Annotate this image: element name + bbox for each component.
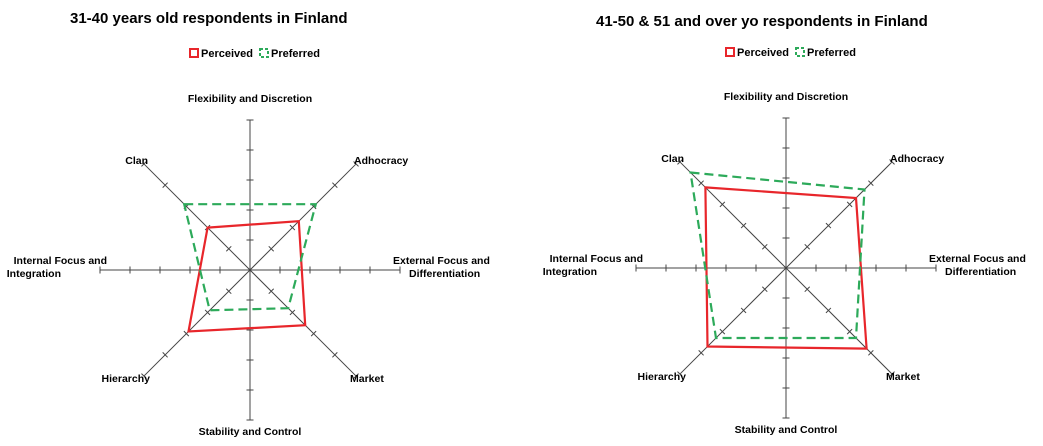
legend-swatch-perceived bbox=[189, 48, 199, 58]
axis-line bbox=[249, 163, 357, 271]
legend-label-preferred: Preferred bbox=[271, 48, 320, 60]
axis-tick bbox=[289, 224, 296, 231]
axis-line bbox=[785, 267, 893, 375]
axis-tick bbox=[225, 245, 232, 252]
axis-tick bbox=[225, 288, 232, 295]
axis-tick bbox=[804, 243, 811, 250]
series-polygon-preferred bbox=[182, 203, 318, 312]
axis-tick bbox=[868, 350, 874, 356]
series-polygon-perceived bbox=[704, 186, 868, 350]
axis-tick bbox=[141, 161, 147, 167]
axis-tick bbox=[353, 161, 359, 167]
axis-line bbox=[143, 269, 251, 377]
legend-swatch-preferred bbox=[259, 48, 269, 58]
axis-tick bbox=[268, 245, 275, 252]
axis-label-line: Integration bbox=[7, 268, 61, 280]
axis-label: Adhocracy bbox=[890, 153, 944, 165]
axis-label: Stability and Control bbox=[199, 426, 302, 438]
axis-label: Clan bbox=[661, 153, 684, 165]
axis-tick bbox=[677, 159, 683, 165]
axis-tick bbox=[804, 286, 811, 293]
axis-label: Hierarchy bbox=[102, 373, 151, 385]
axis-tick bbox=[868, 180, 874, 186]
legend-label-perceived: Perceived bbox=[737, 47, 789, 59]
axis-tick bbox=[761, 243, 768, 250]
axis-label-line: External Focus and bbox=[393, 255, 490, 267]
axis-line bbox=[679, 267, 787, 375]
axis-line bbox=[143, 163, 251, 271]
axis-tick bbox=[889, 159, 895, 165]
axis-tick bbox=[162, 352, 168, 358]
axis-tick bbox=[183, 330, 190, 337]
axis-tick bbox=[141, 373, 147, 379]
legend-swatch-perceived bbox=[725, 47, 735, 57]
axis-tick bbox=[825, 222, 832, 229]
axis-tick bbox=[719, 328, 726, 335]
axis-line bbox=[785, 161, 893, 269]
axis-label-line: Integration bbox=[543, 266, 597, 278]
axis-label: Internal Focus and Integration bbox=[543, 253, 643, 278]
axis-tick bbox=[846, 201, 853, 208]
axis-label-line: Internal Focus and bbox=[14, 255, 107, 267]
axis-label: Market bbox=[350, 373, 384, 385]
axis-tick bbox=[889, 371, 895, 377]
axis-line bbox=[249, 269, 357, 377]
axis-line bbox=[679, 161, 787, 269]
axis-tick bbox=[698, 180, 704, 186]
radar-chart-age-31-40: 31-40 years old respondents in Finland F… bbox=[7, 10, 490, 438]
axis-tick bbox=[698, 350, 704, 356]
axis-label: Stability and Control bbox=[735, 424, 838, 436]
axis-label: Market bbox=[886, 371, 920, 383]
axis-label: External Focus and Differentiation bbox=[393, 255, 490, 280]
axis-tick bbox=[289, 309, 296, 316]
axis-label-line: Internal Focus and bbox=[550, 253, 643, 265]
axis-tick bbox=[761, 286, 768, 293]
axis-tick bbox=[677, 371, 683, 377]
axis-tick bbox=[825, 307, 832, 314]
axis-label: Hierarchy bbox=[638, 371, 687, 383]
chart-title: 41-50 & 51 and over yo respondents in Fi… bbox=[596, 13, 928, 30]
series-polygon-preferred bbox=[689, 171, 866, 340]
axis-label-line: Differentiation bbox=[945, 266, 1016, 278]
axis-label: Flexibility and Discretion bbox=[724, 91, 848, 103]
axis-tick bbox=[268, 288, 275, 295]
axis-tick bbox=[740, 222, 747, 229]
axis-tick bbox=[719, 201, 726, 208]
axis-label: Adhocracy bbox=[354, 155, 408, 167]
legend-label-preferred: Preferred bbox=[807, 47, 856, 59]
radar-chart-age-41-plus: 41-50 & 51 and over yo respondents in Fi… bbox=[543, 13, 1026, 436]
series-polygon-perceived bbox=[187, 220, 307, 333]
axis-label: Flexibility and Discretion bbox=[188, 93, 312, 105]
axis-tick bbox=[740, 307, 747, 314]
legend-label-perceived: Perceived bbox=[201, 48, 253, 60]
axis-tick bbox=[162, 182, 168, 188]
axis-tick bbox=[332, 182, 338, 188]
axis-tick bbox=[846, 328, 853, 335]
axis-label: Internal Focus and Integration bbox=[7, 255, 107, 280]
axis-tick bbox=[353, 373, 359, 379]
axis-label: Clan bbox=[125, 155, 148, 167]
legend-swatch-preferred bbox=[795, 47, 805, 57]
axis-tick bbox=[310, 330, 317, 337]
axis-label: External Focus and Differentiation bbox=[929, 253, 1026, 278]
axis-tick bbox=[204, 309, 211, 316]
axis-label-line: Differentiation bbox=[409, 268, 480, 280]
chart-title: 31-40 years old respondents in Finland bbox=[70, 10, 348, 27]
axis-tick bbox=[332, 352, 338, 358]
axis-label-line: External Focus and bbox=[929, 253, 1026, 265]
